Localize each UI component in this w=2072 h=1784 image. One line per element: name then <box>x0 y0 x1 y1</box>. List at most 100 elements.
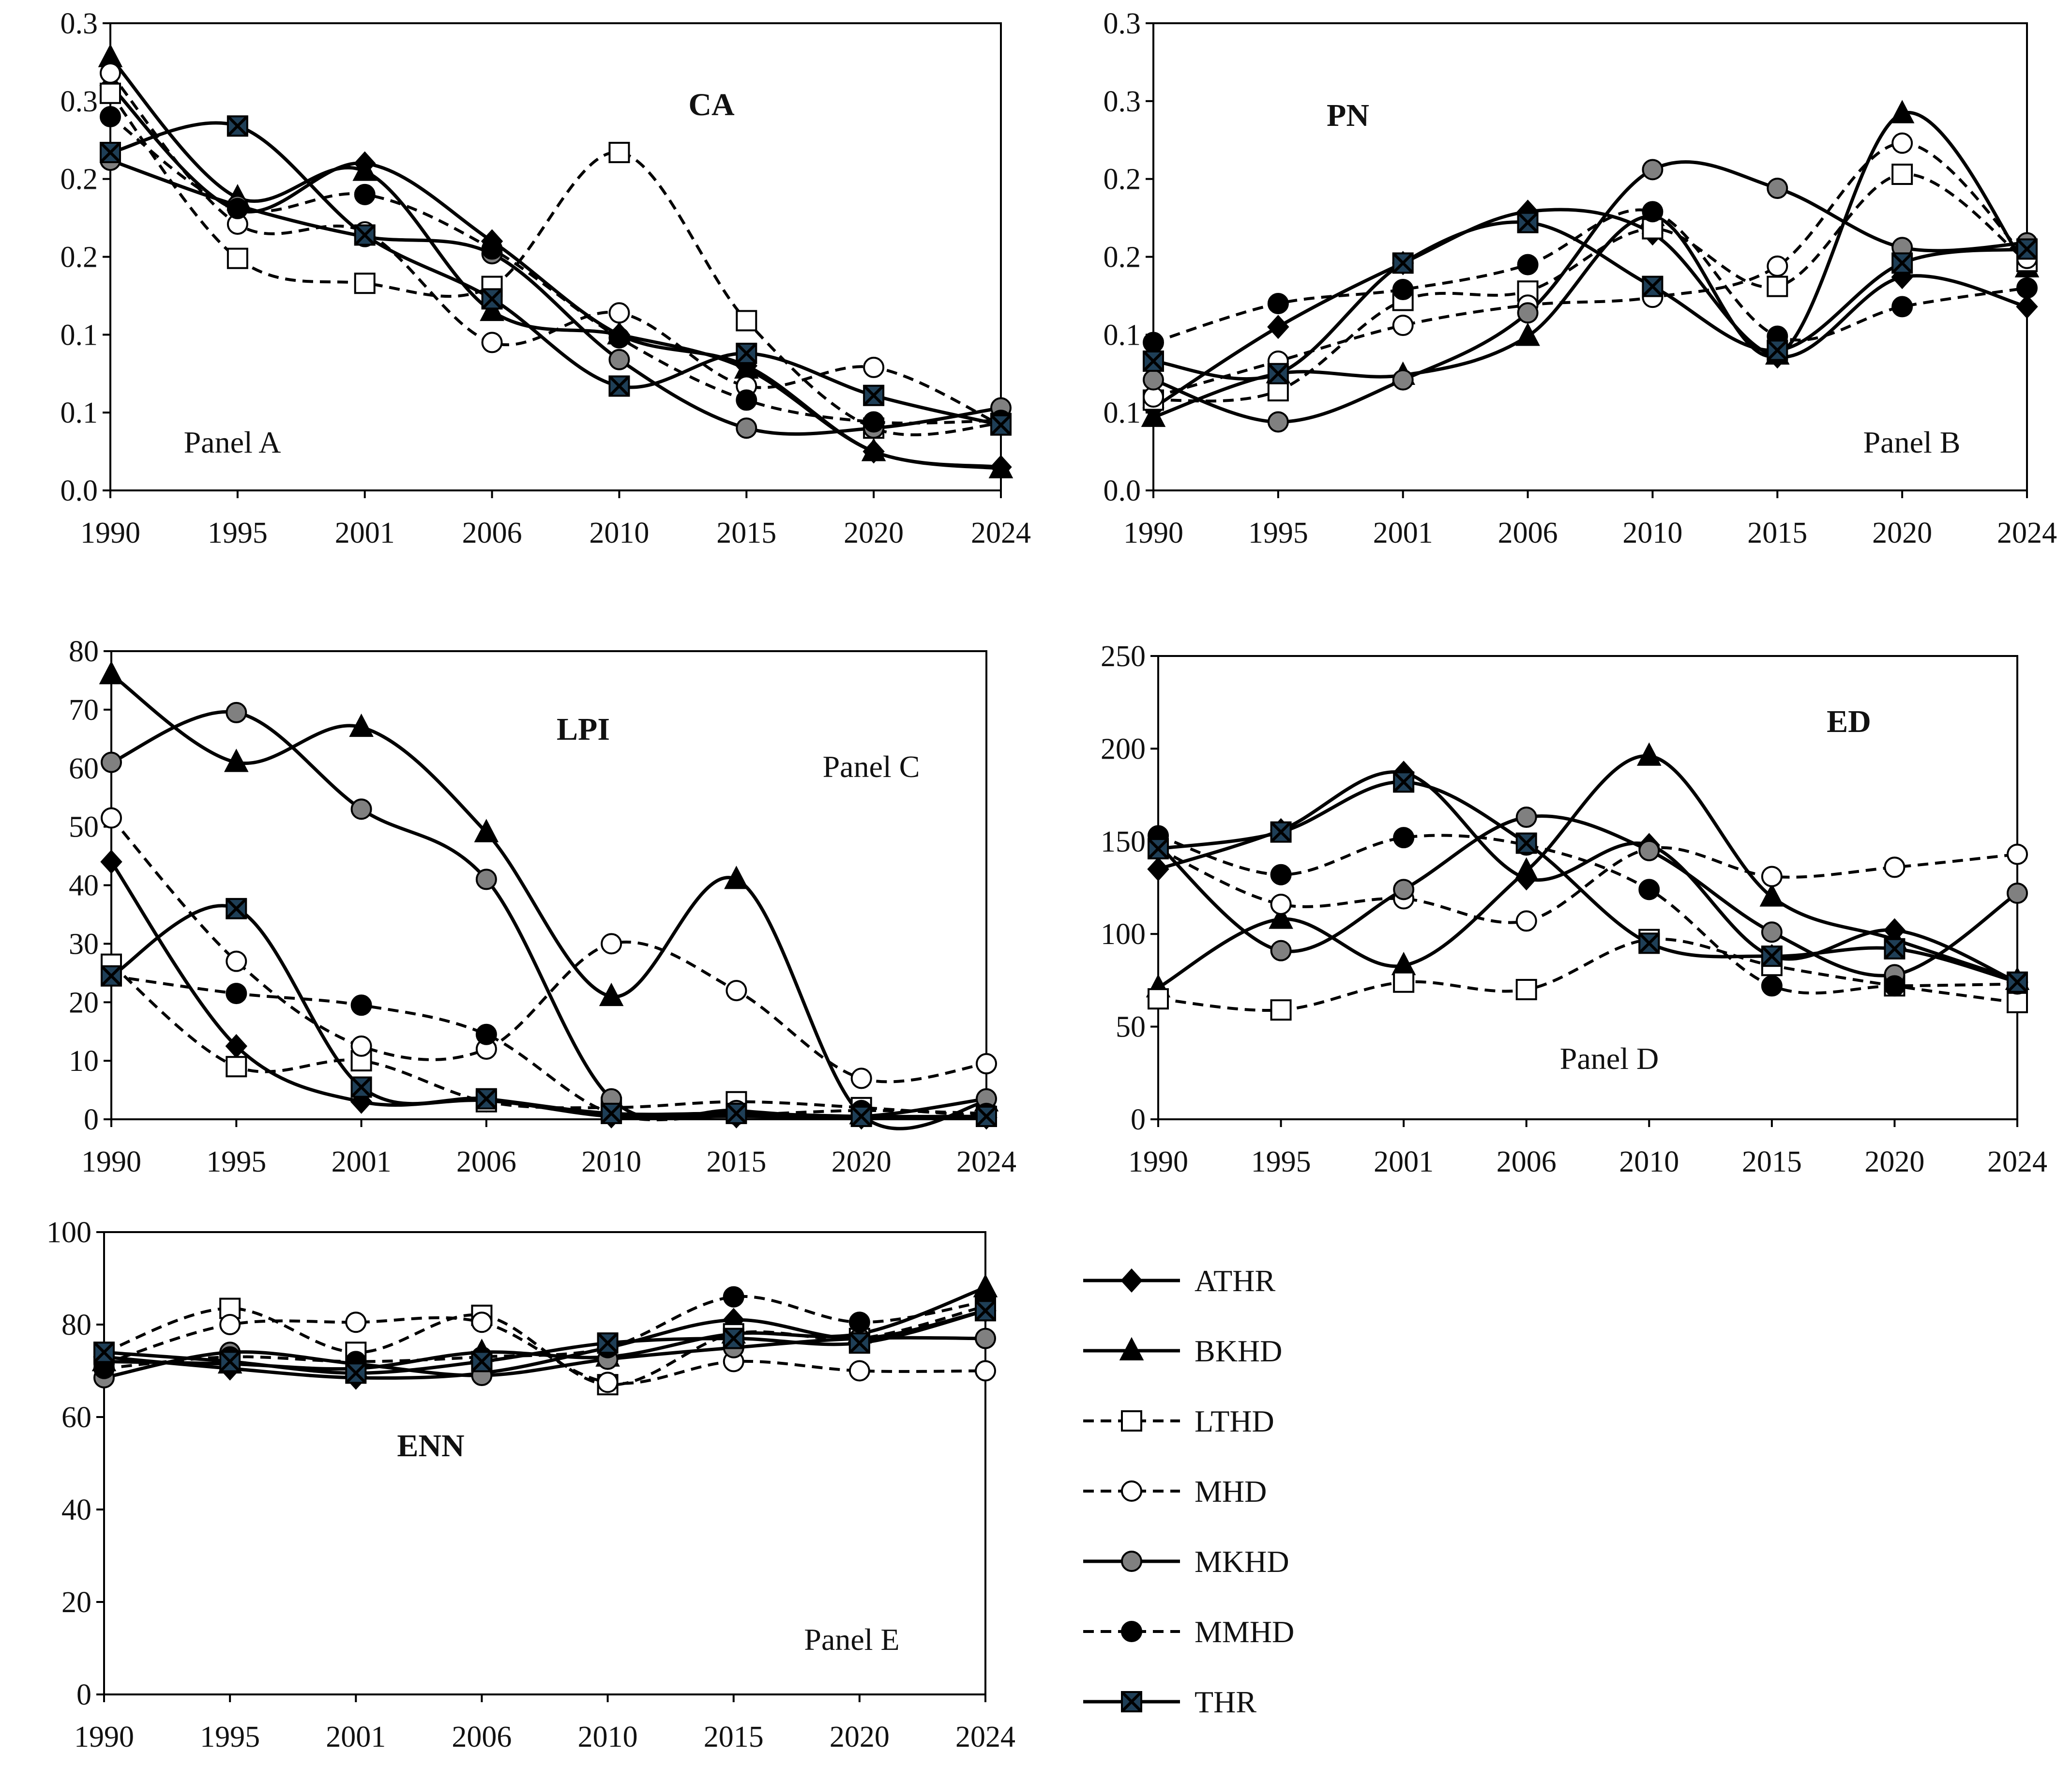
panel-c-x-tick-label-1990: 1990 <box>81 1145 141 1178</box>
panel-c-point-mmhd-2006 <box>477 1025 496 1044</box>
panel-c-point-thr-2006 <box>477 1089 496 1109</box>
panel-d-point-mmhd-2001 <box>1394 828 1413 847</box>
panel-a-point-mmhd-2010 <box>609 328 629 348</box>
figure-background <box>0 0 2072 1784</box>
panel-a-x-tick-label-2010: 2010 <box>589 517 649 549</box>
panel-e-x-tick-label-1995: 1995 <box>200 1721 260 1754</box>
panel-d-point-mkhd-2024 <box>2008 884 2027 903</box>
panel-b-x-tick-label-1995: 1995 <box>1248 517 1308 549</box>
panel-d-point-mkhd-2001 <box>1394 880 1413 899</box>
panel-d-point-mhd-2024 <box>2008 845 2027 864</box>
panel-a-point-mkhd-2010 <box>609 350 629 369</box>
panel-b-point-mhd-2020 <box>1892 134 1912 153</box>
panel-b-y-tick-label: 0.1 <box>1104 396 1141 429</box>
panel-b-point-mkhd-2006 <box>1518 303 1538 322</box>
panel-c-x-tick-label-2024: 2024 <box>956 1145 1016 1178</box>
panel-b-point-mkhd-1990 <box>1144 370 1163 390</box>
panel-b-x-tick-label-2006: 2006 <box>1498 517 1558 549</box>
panel-a-point-thr-2001 <box>355 225 375 244</box>
panel-b-point-mkhd-2010 <box>1643 160 1662 179</box>
legend-swatch-marker-lthd <box>1122 1411 1141 1431</box>
panel-b-point-mmhd-2010 <box>1643 202 1662 221</box>
panel-a-label: Panel A <box>184 425 281 459</box>
panel-e-point-thr-2001 <box>346 1363 365 1383</box>
panel-d-y-tick-label: 50 <box>1116 1011 1146 1044</box>
panel-c-x-tick-label-2020: 2020 <box>832 1145 892 1178</box>
legend-label-mhd: MHD <box>1195 1474 1267 1509</box>
legend-label-mkhd: MKHD <box>1195 1544 1289 1579</box>
panel-b-x-tick-label-2001: 2001 <box>1373 517 1433 549</box>
panel-c-y-tick-label: 50 <box>69 811 99 844</box>
legend-label-mmhd: MMHD <box>1195 1615 1294 1649</box>
panel-c-point-mkhd-1990 <box>102 753 121 772</box>
panel-d-metric-title: ED <box>1827 704 1871 739</box>
panel-b-metric-title: PN <box>1327 98 1369 133</box>
legend-label-athr: ATHR <box>1195 1264 1275 1298</box>
panel-b-point-mkhd-2015 <box>1768 179 1787 198</box>
panel-a-y-tick-label: 0.2 <box>60 163 98 196</box>
panel-a-point-mmhd-1995 <box>228 199 247 218</box>
panel-a-point-mmhd-1990 <box>101 107 120 126</box>
panel-e-point-thr-2015 <box>724 1329 743 1348</box>
panel-b-point-mmhd-2020 <box>1892 297 1912 316</box>
panel-b-y-tick-label: 0.0 <box>1104 474 1141 507</box>
legend-swatch-marker-mkhd <box>1122 1552 1141 1571</box>
panel-d-point-mhd-1995 <box>1271 895 1291 914</box>
panel-d-point-lthd-2001 <box>1394 973 1413 992</box>
panel-d-x-tick-label-2015: 2015 <box>1742 1145 1802 1178</box>
panel-b-point-thr-2024 <box>2017 239 2037 259</box>
panel-a-point-mmhd-2020 <box>864 412 883 431</box>
panel-c-point-mkhd-2001 <box>352 799 371 819</box>
panel-c-x-tick-label-2006: 2006 <box>456 1145 516 1178</box>
panel-d-point-mkhd-1995 <box>1271 941 1291 961</box>
panel-d-y-tick-label: 150 <box>1101 825 1146 858</box>
panel-b-y-tick-label: 0.3 <box>1104 85 1141 118</box>
panel-e-point-thr-2006 <box>472 1352 491 1371</box>
panel-d-point-thr-2020 <box>1885 939 1904 959</box>
panel-e-point-mkhd-2024 <box>976 1329 995 1348</box>
panel-d-point-lthd-2024 <box>2008 993 2027 1012</box>
panel-d-point-thr-1990 <box>1149 839 1168 858</box>
panel-e-point-mhd-2024 <box>976 1361 995 1381</box>
panel-b-y-tick-label: 0.3 <box>1104 7 1141 40</box>
panel-a-point-mhd-1990 <box>101 63 120 83</box>
panel-a-point-mmhd-2006 <box>483 239 502 259</box>
panel-c-metric-title: LPI <box>557 712 610 747</box>
panel-c-x-tick-label-2015: 2015 <box>706 1145 766 1178</box>
legend-swatch-marker-mmhd <box>1122 1622 1141 1641</box>
panel-e-y-tick-label: 80 <box>61 1309 91 1342</box>
panel-d-point-thr-2010 <box>1639 933 1659 953</box>
panel-a-x-tick-label-2015: 2015 <box>716 517 776 549</box>
panel-e-point-thr-2010 <box>598 1333 618 1353</box>
panel-a-y-tick-label: 0.2 <box>60 241 98 274</box>
panel-a-point-thr-2010 <box>609 376 629 396</box>
panel-c-point-mhd-1990 <box>102 808 121 827</box>
panel-c-point-mhd-2015 <box>726 981 746 1000</box>
panel-a-y-tick-label: 0.0 <box>60 474 98 507</box>
panel-a-point-lthd-2010 <box>609 143 629 162</box>
legend-label-thr: THR <box>1195 1685 1256 1719</box>
panel-c-x-tick-label-1995: 1995 <box>206 1145 266 1178</box>
panel-e-point-mhd-2020 <box>850 1361 869 1381</box>
panel-b-y-tick-label: 0.2 <box>1104 163 1141 196</box>
panel-c-point-lthd-1995 <box>227 1057 246 1076</box>
panel-b-x-tick-label-2015: 2015 <box>1747 517 1807 549</box>
panel-c-y-tick-label: 30 <box>69 928 99 961</box>
panel-d-x-tick-label-2001: 2001 <box>1374 1145 1434 1178</box>
panel-a-point-mhd-2010 <box>609 303 629 322</box>
panel-b-point-mhd-2001 <box>1393 316 1413 335</box>
panel-b-label: Panel B <box>1863 425 1961 459</box>
panel-b-x-tick-label-2010: 2010 <box>1622 517 1682 549</box>
panel-d-point-mhd-2006 <box>1517 911 1536 930</box>
panel-e-point-thr-2024 <box>976 1301 995 1320</box>
panel-d-point-thr-1995 <box>1271 823 1291 842</box>
panel-a-point-thr-2024 <box>991 415 1011 435</box>
panel-c-y-tick-label: 70 <box>69 694 99 727</box>
panel-a-x-tick-label-2024: 2024 <box>971 517 1031 549</box>
panel-a-x-tick-label-2006: 2006 <box>462 517 522 549</box>
panel-b-x-tick-label-2020: 2020 <box>1872 517 1932 549</box>
panel-a-y-tick-label: 0.1 <box>60 396 98 429</box>
panel-d-point-mhd-2020 <box>1885 857 1904 877</box>
panel-a-point-thr-2015 <box>737 344 756 363</box>
panel-a-x-tick-label-2001: 2001 <box>335 517 395 549</box>
